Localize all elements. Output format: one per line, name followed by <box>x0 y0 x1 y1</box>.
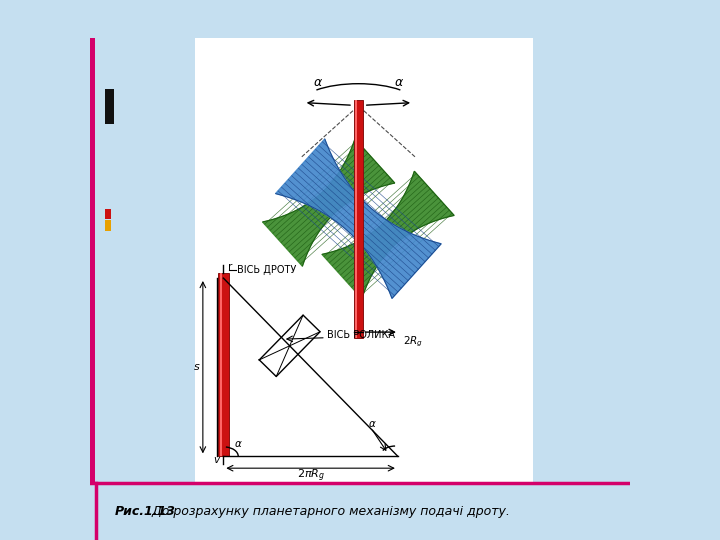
Text: v: v <box>214 455 220 465</box>
Bar <box>218 273 229 456</box>
Polygon shape <box>322 171 454 299</box>
Text: До розрахунку планетарного механізму подачі дроту.: До розрахунку планетарного механізму под… <box>148 505 510 518</box>
Bar <box>220 273 222 456</box>
Text: $2R_g$: $2R_g$ <box>402 335 423 349</box>
Text: ВІСЬ ДРОТУ: ВІСЬ ДРОТУ <box>237 265 296 275</box>
Text: r: r <box>228 262 232 272</box>
Bar <box>195 38 533 483</box>
Bar <box>354 100 364 338</box>
Bar <box>90 483 630 540</box>
Polygon shape <box>276 139 441 299</box>
Bar <box>355 100 357 338</box>
Text: $\alpha$: $\alpha$ <box>313 76 323 90</box>
Bar <box>104 220 111 231</box>
Text: ВІСЬ РОЛИКА: ВІСЬ РОЛИКА <box>328 330 395 340</box>
Text: $\alpha$: $\alpha$ <box>394 76 404 90</box>
Text: $\alpha$: $\alpha$ <box>234 438 243 449</box>
Text: $\alpha$: $\alpha$ <box>368 418 377 429</box>
Text: s: s <box>194 362 199 372</box>
Text: Рис.1.13: Рис.1.13 <box>114 505 175 518</box>
Bar <box>104 89 114 124</box>
Text: $2\pi R_g$: $2\pi R_g$ <box>297 467 325 484</box>
Polygon shape <box>263 139 395 266</box>
Bar <box>104 209 111 219</box>
Bar <box>90 38 95 483</box>
